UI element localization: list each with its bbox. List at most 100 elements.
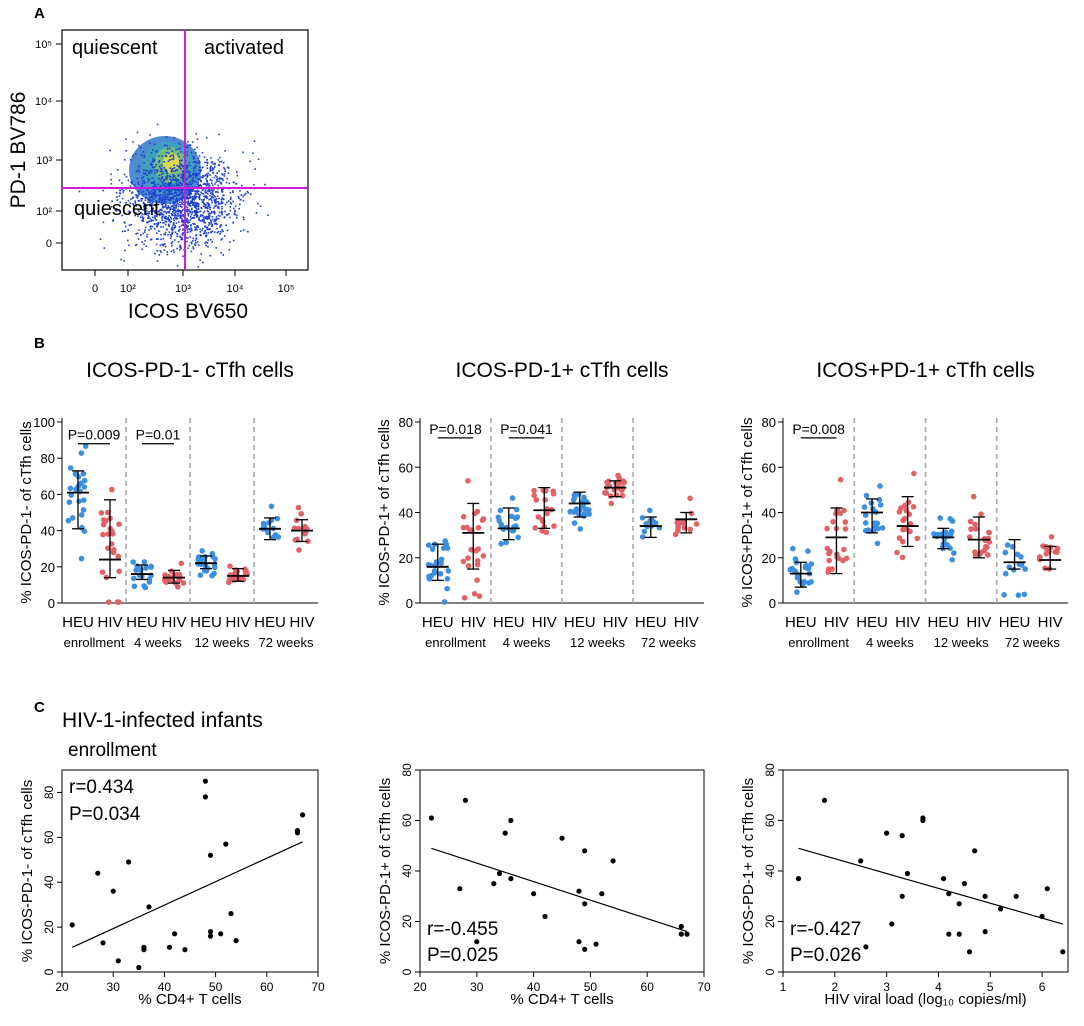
flow-event [173, 212, 175, 214]
flow-event [148, 171, 151, 173]
flow-event [207, 184, 209, 186]
flow-event [148, 191, 150, 193]
flow-event [145, 189, 148, 191]
flow-event [195, 241, 197, 244]
flow-event [198, 190, 200, 192]
flow-event [168, 199, 170, 202]
flow-event [196, 214, 199, 217]
flow-event [149, 142, 151, 145]
flow-event [180, 173, 183, 176]
flow-event [221, 174, 224, 176]
flow-event [201, 192, 203, 195]
flow-event [187, 231, 189, 233]
flow-event [156, 250, 159, 252]
flow-event [202, 201, 204, 203]
flow-event [122, 189, 125, 192]
flow-event [182, 213, 184, 216]
data-point [790, 545, 796, 552]
flow-event [182, 165, 185, 167]
data-point [580, 503, 586, 509]
flow-event [138, 144, 140, 147]
flow-event [229, 209, 232, 212]
data-point [826, 557, 832, 564]
flow-event [218, 207, 220, 209]
data-point [911, 470, 917, 477]
dotplot-icos-pos-pd1-pos: ICOS+PD-1+ cTfh cells% ICOS+PD-1+ of cTf… [739, 359, 1068, 650]
flow-event [188, 161, 191, 164]
flow-event [178, 193, 181, 195]
data-point [571, 520, 578, 526]
regression-line [431, 847, 688, 933]
data-point [163, 578, 170, 584]
chart-title: ICOS-PD-1+ cTfh cells [456, 359, 669, 382]
flow-event [173, 202, 175, 205]
x-tick-label: 20 [413, 980, 427, 994]
flow-event [201, 166, 204, 169]
data-point [986, 529, 992, 536]
y-tick-label: 0 [763, 968, 777, 975]
flow-event [172, 154, 174, 156]
flow-event [157, 183, 160, 186]
flow-event [221, 213, 223, 216]
flow-event [181, 197, 184, 200]
flow-event [175, 180, 178, 183]
flow-event [224, 168, 226, 170]
flow-event [188, 202, 190, 204]
flow-event [153, 158, 156, 161]
flow-event [140, 234, 142, 236]
data-point [227, 563, 233, 569]
flow-event [227, 172, 230, 174]
flow-event [186, 165, 188, 168]
data-point [474, 558, 481, 564]
flow-event [222, 198, 224, 200]
flow-event [173, 167, 176, 169]
flow-event [123, 159, 126, 161]
flow-event [156, 169, 158, 172]
flow-event [190, 183, 193, 186]
data-point [531, 487, 537, 494]
data-point [465, 563, 472, 569]
flow-event [158, 190, 161, 193]
flow-event [191, 141, 194, 143]
flow-event [163, 166, 166, 169]
flow-event [160, 201, 162, 203]
x-tick-label: 30 [470, 980, 484, 994]
flow-event [225, 214, 228, 216]
flow-event [145, 197, 147, 199]
data-point [1060, 949, 1066, 955]
x-tick-label: 4 [935, 980, 942, 994]
flow-event [177, 148, 180, 151]
flow-event [171, 188, 173, 191]
data-point [195, 557, 202, 563]
x-tick-label: 6 [1039, 980, 1046, 994]
flow-event [161, 177, 164, 180]
flow-event [257, 202, 259, 205]
data-point [608, 500, 615, 507]
flow-event [180, 238, 182, 241]
group-label: HEU [254, 614, 286, 631]
y-tick-label: 10² [36, 206, 52, 218]
flow-event [175, 148, 177, 151]
flow-event [151, 163, 153, 166]
flow-event [233, 213, 236, 215]
flow-event [183, 177, 185, 179]
flow-event [180, 212, 182, 215]
data-point [78, 480, 84, 487]
flow-event [165, 211, 168, 213]
timepoint-label: 72 weeks [1005, 635, 1060, 650]
data-point [899, 554, 906, 561]
flow-event [201, 176, 204, 179]
flow-event [164, 217, 166, 220]
flow-event [173, 214, 176, 217]
data-point [956, 931, 962, 937]
flow-event [186, 189, 188, 192]
flow-event [178, 142, 181, 145]
y-axis-label: % ICOS-PD-1+ of cTfh cells [740, 778, 757, 964]
flow-event [175, 169, 177, 171]
flow-event [181, 219, 184, 222]
flow-event [219, 225, 222, 227]
flow-event [162, 202, 165, 204]
flow-event [192, 155, 195, 158]
group-label: HEU [999, 614, 1031, 631]
flow-event [225, 224, 227, 227]
